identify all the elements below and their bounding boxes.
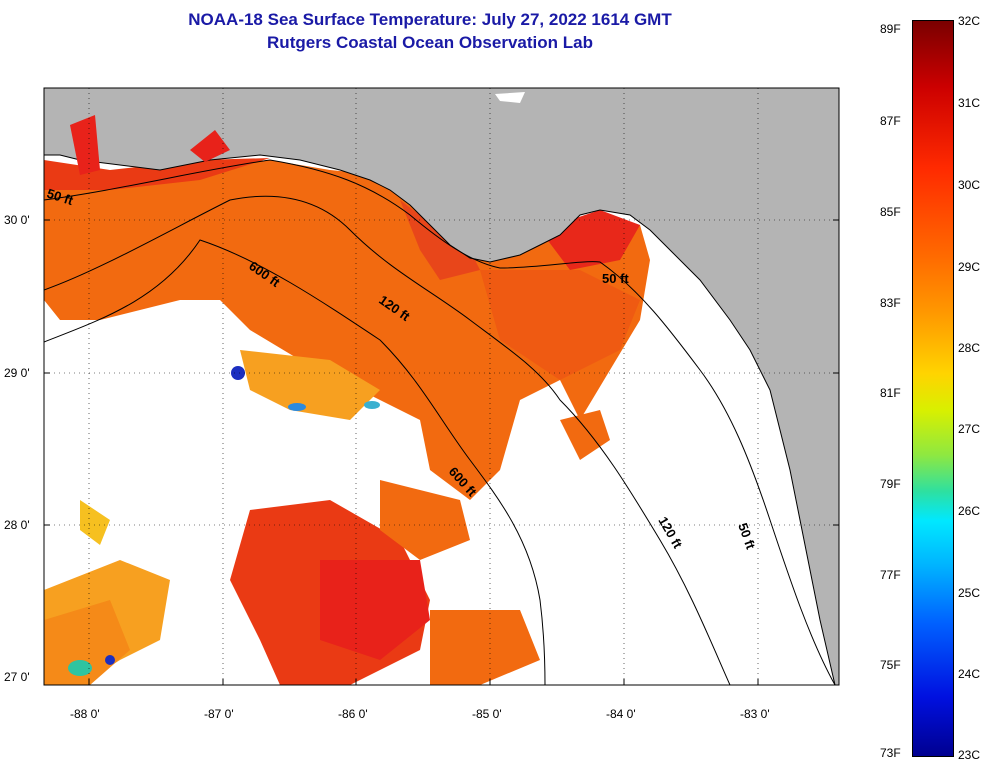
colorbar-c-label: 29C [958, 260, 981, 274]
land [44, 88, 839, 685]
frame-ticks [44, 219, 839, 685]
inland-cloud [495, 92, 525, 103]
cool-spot [288, 403, 306, 411]
lon-tick-label: -84 0' [606, 707, 636, 721]
cold-spot [105, 655, 115, 665]
lon-tick-label: -86 0' [338, 707, 368, 721]
colorbar-c-label: 30C [958, 178, 981, 192]
map-frame [43, 87, 840, 686]
colorbar-c-label: 31C [958, 96, 981, 110]
cool-spot [68, 660, 92, 676]
lat-tick-label: 27 0' [4, 670, 30, 684]
map-title: NOAA-18 Sea Surface Temperature: July 27… [188, 10, 672, 29]
depth-contours [44, 159, 836, 685]
cool-spot [364, 401, 380, 409]
colorbar-c-label: 28C [958, 341, 981, 355]
lon-tick-label: -87 0' [204, 707, 234, 721]
lon-tick-label: -83 0' [740, 707, 770, 721]
colorbar-f-label: 85F [880, 205, 901, 219]
map-subtitle: Rutgers Coastal Ocean Observation Lab [267, 33, 593, 52]
colorbar-c-label: 32C [958, 14, 981, 28]
colorbar-f-label: 79F [880, 477, 901, 491]
lon-tick-label: -88 0' [70, 707, 100, 721]
contour-label: 50 ft [602, 271, 629, 286]
colorbar-f-label: 77F [880, 568, 901, 582]
sst-field [44, 158, 650, 685]
colorbar-f-label: 73F [880, 746, 901, 760]
colorbar-f-label: 87F [880, 114, 901, 128]
colorbar-f-label: 89F [880, 22, 901, 36]
colorbar-f-label: 75F [880, 658, 901, 672]
lat-tick-label: 30 0' [4, 213, 30, 227]
bay-warm [70, 115, 100, 175]
colorbar-c-label: 27C [958, 422, 981, 436]
cold-spot [231, 366, 245, 380]
bay-warm [190, 130, 230, 162]
lat-tick-label: 28 0' [4, 518, 30, 532]
colorbar-c-label: 25C [958, 586, 981, 600]
colorbar-c-label: 23C [958, 748, 981, 762]
colorbar-f-label: 83F [880, 296, 901, 310]
lon-tick-label: -85 0' [472, 707, 502, 721]
lat-tick-label: 29 0' [4, 366, 30, 380]
colorbar-c-label: 24C [958, 667, 981, 681]
temperature-colorbar [912, 20, 954, 757]
colorbar-c-label: 26C [958, 504, 981, 518]
colorbar-f-label: 81F [880, 386, 901, 400]
